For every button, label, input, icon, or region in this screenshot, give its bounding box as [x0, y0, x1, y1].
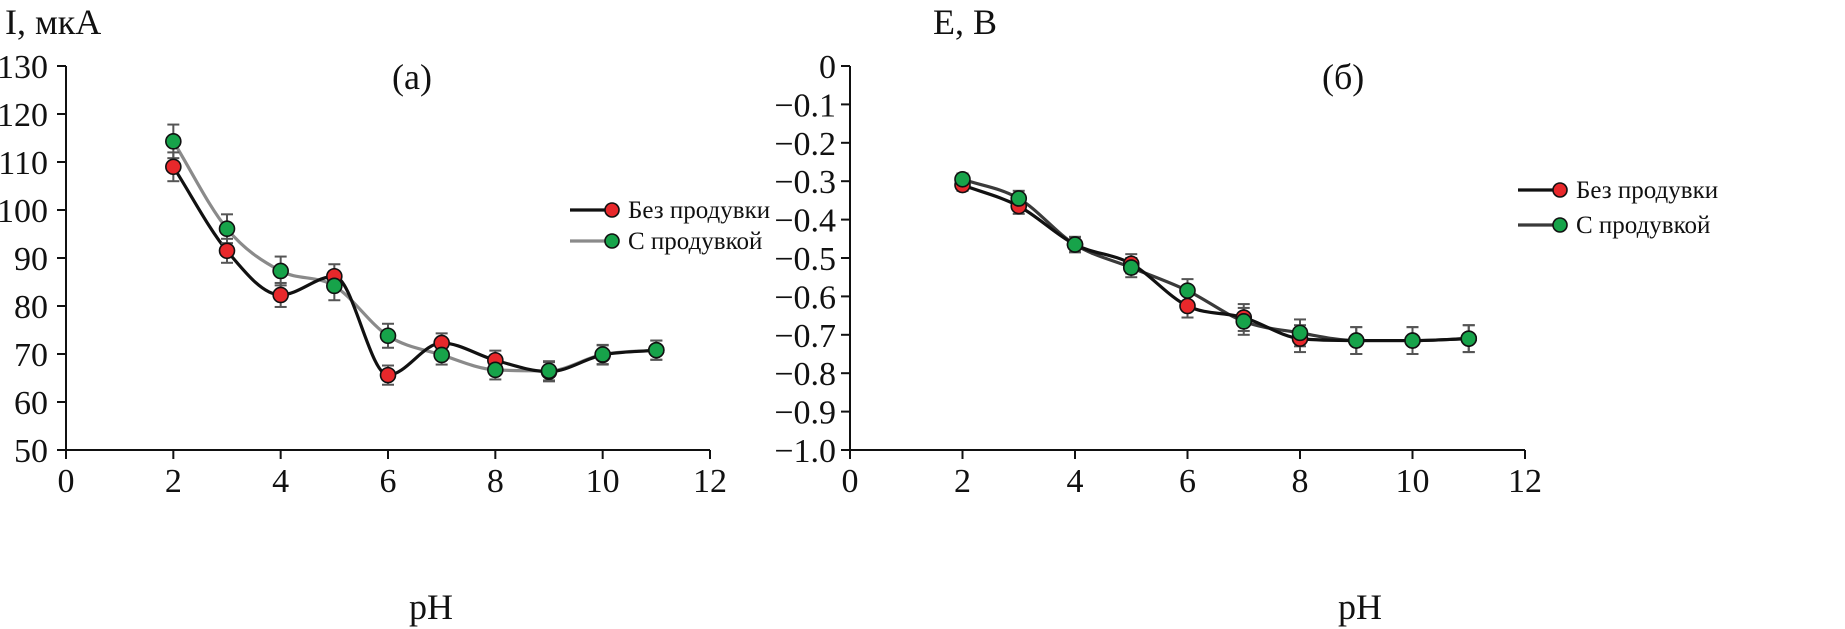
x-tick-label: 2 [165, 463, 182, 500]
y-tick-label: −0.3 [774, 164, 836, 201]
x-tick-label: 6 [1179, 463, 1196, 500]
y-tick-label: −0.9 [774, 395, 836, 432]
x-tick-label: 12 [693, 463, 727, 500]
y-tick-label: 80 [14, 289, 48, 326]
data-point [433, 346, 450, 364]
data-point [272, 262, 289, 280]
data-point [1460, 330, 1478, 347]
y-tick-label: 60 [14, 385, 48, 422]
y-tick-label: −0.6 [774, 279, 836, 316]
legend-label: С продувкой [1576, 212, 1710, 239]
panel-label-b: (б) [1322, 57, 1364, 97]
data-point [165, 133, 182, 150]
data-point [326, 277, 343, 295]
panel-label-a: (а) [392, 57, 432, 97]
legend-label: Без продувки [628, 197, 770, 224]
x-tick-label: 4 [272, 463, 289, 500]
data-point [218, 220, 236, 238]
y-tick-label: −0.8 [774, 356, 836, 393]
y-tick-label: −0.4 [774, 203, 836, 240]
chart-panel-b: E, В (б) pH 0−0.1−0.2−0.3−0.4−0.5−0.6−0.… [774, 2, 1718, 627]
data-point [1122, 259, 1140, 276]
legend-label: Без продувки [1576, 177, 1718, 204]
data-point [1066, 236, 1084, 253]
legend-marker [1552, 182, 1568, 198]
data-point [954, 170, 971, 188]
data-point [1010, 190, 1028, 207]
data-point [540, 362, 558, 380]
data-point [379, 327, 397, 345]
data-point [1404, 332, 1421, 349]
data-point [218, 242, 236, 260]
data-point [1179, 297, 1196, 315]
legend-label: С продувкой [628, 228, 762, 255]
y-tick-label: −0.1 [774, 87, 836, 124]
data-point [272, 286, 289, 304]
x-tick-label: 6 [380, 463, 397, 500]
y-tick-label: 130 [0, 49, 48, 86]
x-tick-label: 10 [586, 463, 620, 500]
y-tick-label: −0.2 [774, 126, 836, 163]
data-point [1235, 313, 1253, 330]
data-point [1291, 324, 1309, 342]
y-tick-label: 120 [0, 97, 48, 134]
y-axis-title-b: E, В [933, 2, 997, 42]
series-line [171, 140, 657, 373]
legend-marker [604, 202, 620, 218]
series-line [961, 183, 1469, 343]
x-tick-label: 8 [487, 463, 504, 500]
series-line [171, 165, 657, 377]
x-tick-label: 12 [1508, 463, 1542, 500]
data-point [1179, 282, 1196, 299]
y-tick-label: 0 [819, 49, 836, 86]
data-point [379, 366, 397, 384]
data-point [1347, 332, 1365, 349]
x-axis-title-a: pH [409, 587, 453, 627]
y-tick-label: −0.7 [774, 318, 836, 355]
y-tick-label: 90 [14, 241, 48, 278]
x-tick-label: 2 [954, 463, 971, 500]
y-axis-title-a: I, мкА [5, 2, 101, 42]
data-point [165, 158, 182, 176]
y-tick-label: 50 [14, 433, 48, 470]
data-point [487, 361, 504, 379]
x-tick-label: 0 [58, 463, 75, 500]
y-tick-label: −0.5 [774, 241, 836, 278]
y-tick-label: 110 [0, 145, 48, 182]
x-tick-label: 8 [1292, 463, 1309, 500]
legend-marker [604, 233, 620, 249]
x-tick-label: 10 [1396, 463, 1430, 500]
y-tick-label: 70 [14, 337, 48, 374]
x-axis-title-b: pH [1338, 587, 1382, 627]
y-tick-label: −1.0 [774, 433, 836, 470]
x-tick-label: 4 [1067, 463, 1084, 500]
x-tick-label: 0 [842, 463, 859, 500]
legend-marker [1552, 217, 1568, 233]
data-point [594, 346, 611, 363]
chart-panel-a: I, мкА (а) pH 50 60 70 80 90 100 110 120 130 0 2 4 6… [0, 2, 770, 627]
y-tick-label: 100 [0, 193, 48, 230]
series-line [961, 177, 1469, 343]
data-point [648, 341, 665, 359]
